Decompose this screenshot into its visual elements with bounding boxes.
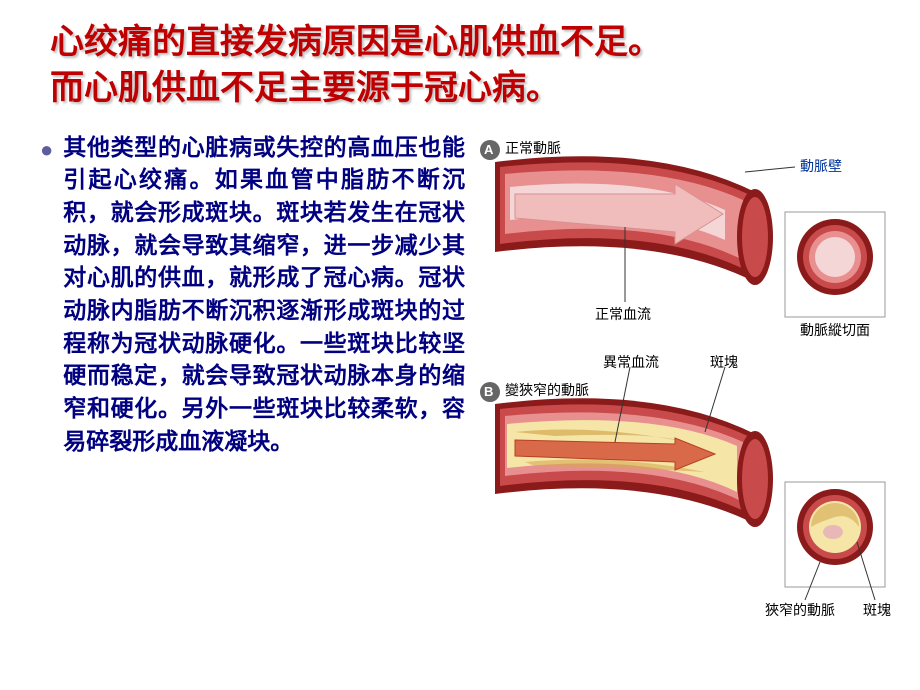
body-column: ● 其他类型的心脏病或失控的高血压也能引起心绞痛。如果血管中脂肪不断沉积，就会形… [40, 132, 475, 632]
badge-a: A [484, 142, 493, 157]
label-longitudinal-section: 動脈縱切面 [800, 320, 870, 340]
label-normal-artery: 正常動脈 [505, 138, 561, 158]
bullet-glyph: ● [40, 135, 53, 166]
artery-diagram: A 正常動脈 動脈壁 正常血流 動脈縱切面 B 變狹窄的動脈 異常血流 斑塊 狹… [475, 132, 895, 632]
label-narrowed-artery-short: 狹窄的動脈 [765, 600, 835, 620]
label-artery-wall: 動脈壁 [800, 156, 842, 176]
bullet-item: ● 其他类型的心脏病或失控的高血压也能引起心绞痛。如果血管中脂肪不断沉积，就会形… [40, 132, 465, 459]
body-text: 其他类型的心脏病或失控的高血压也能引起心绞痛。如果血管中脂肪不断沉积，就会形成斑… [63, 132, 465, 459]
label-plaque: 斑塊 [710, 352, 738, 372]
title-line2: 而心肌供血不足主要源于冠心病。 [50, 70, 560, 107]
slide-title: 心绞痛的直接发病原因是心肌供血不足。 而心肌供血不足主要源于冠心病。 [0, 0, 920, 132]
label-narrowed-artery: 變狹窄的動脈 [505, 380, 589, 400]
label-plaque2: 斑塊 [863, 600, 891, 620]
label-abnormal-bloodflow: 異常血流 [603, 352, 659, 372]
content-row: ● 其他类型的心脏病或失控的高血压也能引起心绞痛。如果血管中脂肪不断沉积，就会形… [0, 132, 920, 632]
label-normal-bloodflow: 正常血流 [595, 304, 651, 324]
title-line1: 心绞痛的直接发病原因是心肌供血不足。 [50, 24, 662, 61]
diagram-column: A 正常動脈 動脈壁 正常血流 動脈縱切面 B 變狹窄的動脈 異常血流 斑塊 狹… [475, 132, 895, 632]
badge-b: B [484, 384, 493, 399]
